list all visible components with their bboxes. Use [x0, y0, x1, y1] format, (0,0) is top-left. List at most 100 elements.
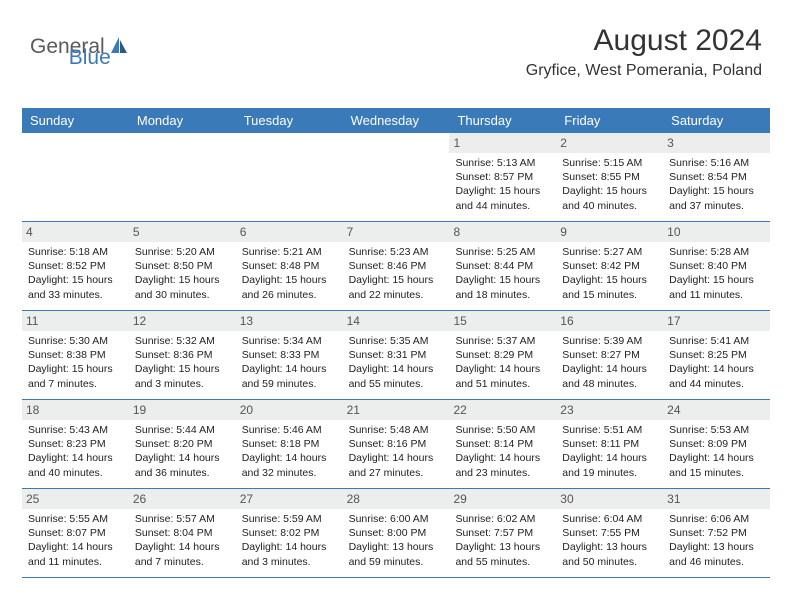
- day-cell: 17Sunrise: 5:41 AMSunset: 8:25 PMDayligh…: [663, 311, 770, 399]
- day-cell: 27 Sunrise: 5:59 AMSunset: 8:02 PMDayligh…: [236, 489, 343, 577]
- daylight-line: Daylight: 13 hours and 59 minutes.: [349, 540, 444, 568]
- sunrise-line: Sunrise: 5:53 AM: [669, 423, 764, 437]
- day-cell: 28Sunrise: 6:00 AMSunset: 8:00 PMDayligh…: [343, 489, 450, 577]
- sunrise-line: Sunrise: 5:59 AM: [242, 512, 337, 526]
- sunset-line: Sunset: 8:27 PM: [562, 348, 657, 362]
- daylight-line: Daylight: 14 hours and 32 minutes.: [242, 451, 337, 479]
- sunset-line: Sunset: 8:20 PM: [135, 437, 230, 451]
- sunset-line: Sunset: 8:44 PM: [455, 259, 550, 273]
- sunset-line: Sunset: 8:55 PM: [562, 170, 657, 184]
- day-cell: 3Sunrise: 5:16 AMSunset: 8:54 PMDaylight…: [663, 133, 770, 221]
- sunset-line: Sunset: 8:42 PM: [562, 259, 657, 273]
- logo-sail-icon: [109, 35, 129, 60]
- sunrise-line: Sunrise: 5:23 AM: [349, 245, 444, 259]
- logo-text-blue: Blue: [69, 46, 111, 70]
- day-number: 3: [663, 133, 770, 153]
- day-cell: 8Sunrise: 5:25 AMSunset: 8:44 PMDaylight…: [449, 222, 556, 310]
- day-cell: .: [236, 133, 343, 221]
- day-header: Saturday: [663, 108, 770, 133]
- day-number: 19: [129, 400, 236, 420]
- daylight-line: Daylight: 13 hours and 46 minutes.: [669, 540, 764, 568]
- day-cell: 2 Sunrise: 5:15 AMSunset: 8:55 PMDaylight…: [556, 133, 663, 221]
- day-cell: 30Sunrise: 6:04 AMSunset: 7:55 PMDayligh…: [556, 489, 663, 577]
- day-cell: 15Sunrise: 5:37 AMSunset: 8:29 PMDayligh…: [449, 311, 556, 399]
- day-header: Wednesday: [343, 108, 450, 133]
- day-header: Tuesday: [236, 108, 343, 133]
- sunset-line: Sunset: 8:07 PM: [28, 526, 123, 540]
- sunset-line: Sunset: 8:00 PM: [349, 526, 444, 540]
- day-number: 24: [663, 400, 770, 420]
- sunrise-line: Sunrise: 6:02 AM: [455, 512, 550, 526]
- sunset-line: Sunset: 8:29 PM: [455, 348, 550, 362]
- day-cell: 5Sunrise: 5:20 AMSunset: 8:50 PMDaylight…: [129, 222, 236, 310]
- daylight-line: Daylight: 15 hours and 3 minutes.: [135, 362, 230, 390]
- daylight-line: Daylight: 14 hours and 19 minutes.: [562, 451, 657, 479]
- daylight-line: Daylight: 15 hours and 40 minutes.: [562, 184, 657, 212]
- week-row: 18Sunrise: 5:43 AMSunset: 8:23 PMDayligh…: [22, 400, 770, 489]
- sunset-line: Sunset: 8:52 PM: [28, 259, 123, 273]
- day-cell: 12Sunrise: 5:32 AMSunset: 8:36 PMDayligh…: [129, 311, 236, 399]
- day-header: Thursday: [449, 108, 556, 133]
- daylight-line: Daylight: 15 hours and 15 minutes.: [562, 273, 657, 301]
- sunset-line: Sunset: 8:33 PM: [242, 348, 337, 362]
- day-number: 22: [449, 400, 556, 420]
- sunrise-line: Sunrise: 6:00 AM: [349, 512, 444, 526]
- daylight-line: Daylight: 14 hours and 40 minutes.: [28, 451, 123, 479]
- day-number: 11: [22, 311, 129, 331]
- sunset-line: Sunset: 8:02 PM: [242, 526, 337, 540]
- location: Gryfice, West Pomerania, Poland: [526, 62, 762, 80]
- day-number: 29: [449, 489, 556, 509]
- sunrise-line: Sunrise: 5:15 AM: [562, 156, 657, 170]
- day-number: 31: [663, 489, 770, 509]
- daylight-line: Daylight: 14 hours and 55 minutes.: [349, 362, 444, 390]
- sunset-line: Sunset: 7:55 PM: [562, 526, 657, 540]
- day-cell: 11 Sunrise: 5:30 AMSunset: 8:38 PMDayligh…: [22, 311, 129, 399]
- day-cell: 1Sunrise: 5:13 AMSunset: 8:57 PMDaylight…: [449, 133, 556, 221]
- sunrise-line: Sunrise: 5:30 AM: [28, 334, 123, 348]
- daylight-line: Daylight: 14 hours and 44 minutes.: [669, 362, 764, 390]
- day-number: 20: [236, 400, 343, 420]
- sunset-line: Sunset: 8:48 PM: [242, 259, 337, 273]
- sunrise-line: Sunrise: 5:51 AM: [562, 423, 657, 437]
- sunset-line: Sunset: 8:46 PM: [349, 259, 444, 273]
- day-cell: .: [22, 133, 129, 221]
- calendar-header-row: SundayMondayTuesdayWednesdayThursdayFrid…: [22, 108, 770, 133]
- day-number: 13: [236, 311, 343, 331]
- daylight-line: Daylight: 14 hours and 15 minutes.: [669, 451, 764, 479]
- sunset-line: Sunset: 7:57 PM: [455, 526, 550, 540]
- daylight-line: Daylight: 15 hours and 37 minutes.: [669, 184, 764, 212]
- day-cell: 16Sunrise: 5:39 AMSunset: 8:27 PMDayligh…: [556, 311, 663, 399]
- day-cell: 19Sunrise: 5:44 AMSunset: 8:20 PMDayligh…: [129, 400, 236, 488]
- day-number: 14: [343, 311, 450, 331]
- daylight-line: Daylight: 14 hours and 23 minutes.: [455, 451, 550, 479]
- day-number: 30: [556, 489, 663, 509]
- sunset-line: Sunset: 8:38 PM: [28, 348, 123, 362]
- day-number: 2: [556, 133, 663, 153]
- sunrise-line: Sunrise: 5:50 AM: [455, 423, 550, 437]
- sunrise-line: Sunrise: 5:44 AM: [135, 423, 230, 437]
- day-cell: 21Sunrise: 5:48 AMSunset: 8:16 PMDayligh…: [343, 400, 450, 488]
- sunset-line: Sunset: 8:54 PM: [669, 170, 764, 184]
- day-cell: 25Sunrise: 5:55 AMSunset: 8:07 PMDayligh…: [22, 489, 129, 577]
- sunrise-line: Sunrise: 5:35 AM: [349, 334, 444, 348]
- daylight-line: Daylight: 15 hours and 18 minutes.: [455, 273, 550, 301]
- sunset-line: Sunset: 8:57 PM: [455, 170, 550, 184]
- day-cell: 13Sunrise: 5:34 AMSunset: 8:33 PMDayligh…: [236, 311, 343, 399]
- daylight-line: Daylight: 15 hours and 22 minutes.: [349, 273, 444, 301]
- sunset-line: Sunset: 8:18 PM: [242, 437, 337, 451]
- sunset-line: Sunset: 7:52 PM: [669, 526, 764, 540]
- daylight-line: Daylight: 15 hours and 7 minutes.: [28, 362, 123, 390]
- sunrise-line: Sunrise: 5:46 AM: [242, 423, 337, 437]
- sunset-line: Sunset: 8:36 PM: [135, 348, 230, 362]
- day-number: 27: [236, 489, 343, 509]
- day-cell: 14Sunrise: 5:35 AMSunset: 8:31 PMDayligh…: [343, 311, 450, 399]
- sunset-line: Sunset: 8:09 PM: [669, 437, 764, 451]
- sunset-line: Sunset: 8:23 PM: [28, 437, 123, 451]
- day-number: 8: [449, 222, 556, 242]
- day-number: 10: [663, 222, 770, 242]
- daylight-line: Daylight: 14 hours and 3 minutes.: [242, 540, 337, 568]
- sunrise-line: Sunrise: 5:39 AM: [562, 334, 657, 348]
- day-number: 18: [22, 400, 129, 420]
- daylight-line: Daylight: 14 hours and 48 minutes.: [562, 362, 657, 390]
- day-number: 26: [129, 489, 236, 509]
